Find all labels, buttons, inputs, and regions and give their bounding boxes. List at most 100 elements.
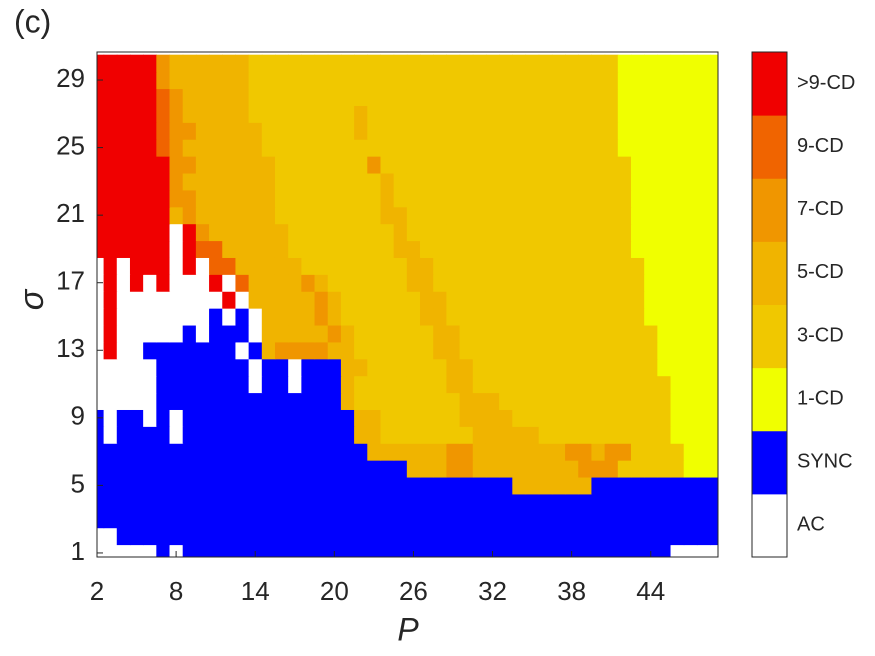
cell: [393, 240, 408, 258]
cell: [195, 358, 210, 377]
cell: [617, 291, 632, 309]
cell: [182, 460, 197, 478]
cell: [433, 544, 447, 557]
cell: [565, 324, 579, 343]
cell: [393, 274, 408, 292]
cell: [657, 392, 672, 410]
cell: [274, 139, 289, 157]
cell: [591, 88, 606, 106]
cell: [301, 122, 316, 140]
cell: [420, 240, 434, 258]
cell: [604, 156, 619, 174]
cell: [367, 172, 382, 191]
cell: [630, 122, 645, 140]
cell: [446, 375, 461, 394]
cell: [195, 172, 210, 191]
cell: [288, 139, 302, 157]
cell: [578, 274, 593, 292]
cell: [512, 409, 527, 427]
y-tick-label: 9: [71, 401, 85, 431]
cell: [261, 392, 276, 410]
cell: [103, 274, 118, 292]
cell: [485, 375, 500, 394]
cell: [525, 274, 540, 292]
cell: [433, 358, 447, 377]
cell: [617, 493, 632, 512]
cell: [683, 409, 698, 427]
cell: [420, 122, 434, 140]
cell: [235, 257, 250, 275]
cell: [670, 324, 685, 343]
cell: [103, 510, 118, 529]
cell: [472, 476, 487, 495]
cell: [103, 223, 118, 242]
cell: [499, 443, 513, 461]
cell: [314, 105, 329, 123]
cell: [406, 476, 421, 495]
cell: [446, 139, 461, 157]
cell: [97, 460, 105, 478]
cell: [222, 172, 237, 191]
cell: [327, 375, 342, 394]
cell: [630, 206, 645, 225]
cell: [710, 544, 718, 557]
cell: [129, 172, 144, 191]
cell: [195, 341, 210, 360]
cell: [340, 172, 355, 191]
cell: [446, 71, 461, 90]
cell: [143, 375, 157, 394]
cell: [354, 544, 368, 557]
y-tick-label: 29: [56, 63, 85, 93]
cell: [327, 257, 342, 275]
cell: [367, 122, 382, 140]
cell: [235, 71, 250, 90]
cell: [591, 189, 606, 208]
cell: [143, 392, 157, 410]
cell: [485, 71, 500, 90]
cell: [156, 257, 171, 275]
cell: [248, 291, 263, 309]
cell: [433, 392, 447, 410]
cell: [657, 460, 672, 478]
cell: [156, 544, 171, 557]
cell: [274, 392, 289, 410]
cell: [222, 291, 237, 309]
cell: [393, 206, 408, 225]
cell: [683, 544, 698, 557]
cell: [209, 291, 223, 309]
cell: [367, 156, 382, 174]
cell: [617, 257, 632, 275]
cell: [433, 324, 447, 343]
cell: [630, 274, 645, 292]
cell: [354, 527, 368, 546]
cell: [209, 443, 223, 461]
cell: [129, 493, 144, 512]
cell: [565, 54, 579, 73]
cell: [565, 409, 579, 427]
cell: [499, 510, 513, 529]
cell: [380, 527, 395, 546]
cell: [143, 426, 157, 444]
cell: [406, 460, 421, 478]
cell: [195, 139, 210, 157]
cell: [578, 476, 593, 495]
cell: [446, 392, 461, 410]
cell: [591, 172, 606, 191]
cell: [433, 291, 447, 309]
cell: [512, 375, 527, 394]
cell: [472, 358, 487, 377]
colorbar-label: AC: [797, 514, 825, 536]
cell: [696, 426, 711, 444]
cell: [485, 443, 500, 461]
cell: [143, 358, 157, 377]
cell: [261, 139, 276, 157]
cell: [420, 156, 434, 174]
cell: [129, 139, 144, 157]
cell: [433, 156, 447, 174]
cell: [235, 358, 250, 377]
cell: [301, 172, 316, 191]
cell: [301, 392, 316, 410]
cell: [393, 409, 408, 427]
cell: [288, 392, 302, 410]
cell: [472, 122, 487, 140]
